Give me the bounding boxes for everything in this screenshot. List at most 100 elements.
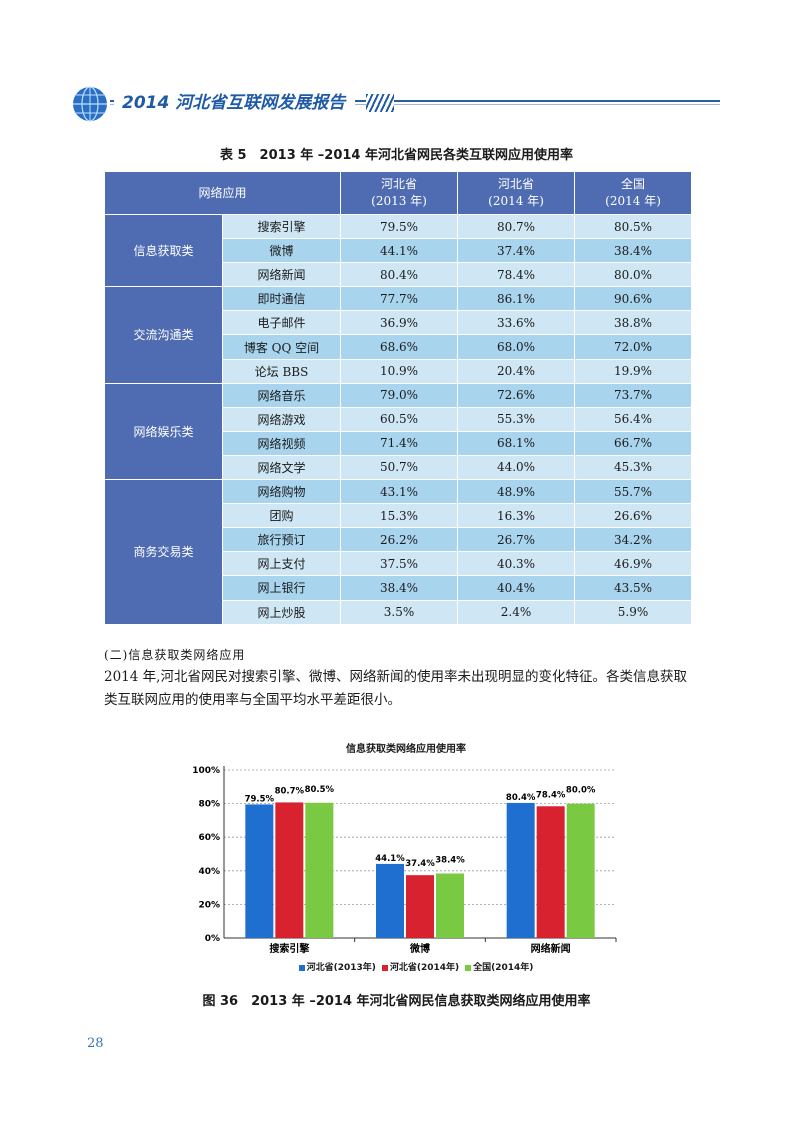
data-label: 80.7% [275,786,305,796]
category-cell: 信息获取类 [104,213,223,288]
header-hebei-2013: 河北省 (2013 年) [340,171,459,215]
bar [376,863,404,938]
table-row: 信息获取类 搜索引擎 79.5% 80.7% 80.5% [104,213,693,288]
report-title: 2014 河北省互联网发展报告 [114,90,356,116]
bar [436,873,464,938]
report-header: 2014 河北省互联网发展报告 [70,84,720,124]
hebei-2014-cell: 16.3% [457,503,576,529]
hebei-2013-cell: 3.5% [340,599,459,625]
hebei-2014-cell: 68.1% [457,430,576,456]
hebei-2014-cell: 44.0% [457,454,576,481]
usage-rate-table: 网络应用 河北省 (2013 年) 河北省 (2014 年) 全国 (2014 … [103,171,693,625]
national-2014-cell: 46.9% [574,551,693,577]
globe-icon [73,86,107,122]
national-2014-cell: 34.2% [574,527,693,553]
data-label: 78.4% [536,790,566,800]
header-rule [110,100,720,102]
y-tick-label: 40% [198,867,220,877]
hebei-2013-cell: 68.6% [340,334,459,360]
y-tick-label: 60% [198,833,220,843]
app-cell: 团购 [221,503,342,529]
national-2014-cell: 55.7% [574,479,693,505]
hebei-2014-cell: 72.6% [457,382,576,408]
data-label: 80.4% [506,793,536,803]
national-2014-cell: 38.4% [574,238,693,264]
table-row: 团购 15.3% 16.3% 26.6% [105,503,693,529]
legend-swatch [465,964,472,971]
table-caption: 表 5 2013 年 –2014 年河北省网民各类互联网应用使用率 [219,148,573,163]
hebei-2013-cell: 80.4% [340,262,459,288]
table-row: 网络文学 50.7% 44.0% 45.3% [105,454,693,481]
hebei-2014-cell: 2.4% [457,599,576,625]
national-2014-cell: 43.5% [574,575,693,601]
app-cell: 搜索引擎 [221,213,342,240]
chart-legend: 河北省(2013年) 河北省(2014年) 全国(2014年) [248,960,578,973]
page-number: 28 [87,1036,104,1051]
app-cell: 微博 [221,238,342,264]
header-stripes [366,94,394,112]
chart-title: 信息获取类网络应用使用率 [346,744,466,755]
header-hebei-2013-line1: 河北省 [381,177,418,191]
figure-caption: 图 36 2013 年 –2014 年河北省网民信息获取类网络应用使用率 [202,994,591,1009]
legend-label: 河北省(2013年) [306,963,376,973]
table-header-row: 网络应用 河北省 (2013 年) 河北省 (2014 年) 全国 (2014 … [103,171,693,215]
table-row: 商务交易类 网络购物 43.1% 48.9% 55.7% [104,479,693,625]
national-2014-cell: 80.0% [574,262,693,288]
table-row: 网络游戏 60.5% 55.3% 56.4% [105,406,693,432]
hebei-2013-cell: 60.5% [340,406,459,432]
national-2014-cell: 38.8% [574,310,693,336]
national-2014-cell: 90.6% [574,286,693,312]
category-cell: 网络娱乐类 [104,382,223,481]
y-tick-label: 80% [198,800,220,810]
data-label: 80.0% [566,786,596,796]
national-2014-cell: 73.7% [574,382,693,408]
x-tick-label: 搜索引擎 [269,942,309,955]
national-2014-cell: 19.9% [574,358,693,384]
app-cell: 网络视频 [221,430,342,456]
app-cell: 网络游戏 [221,406,342,432]
app-cell: 网络音乐 [221,382,342,408]
table-row: 网络视频 71.4% 68.1% 66.7% [105,430,693,456]
table-row: 交流沟通类 即时通信 77.7% 86.1% 90.6% [104,286,693,384]
app-cell: 旅行预订 [221,527,342,553]
table-row: 网上炒股 3.5% 2.4% 5.9% [105,599,693,625]
app-cell: 网上炒股 [221,599,342,625]
hebei-2013-cell: 26.2% [340,527,459,553]
hebei-2014-cell: 37.4% [457,238,576,264]
header-rule-thin [110,104,720,105]
y-tick-label: 20% [198,900,220,910]
hebei-2013-cell: 15.3% [340,503,459,529]
bar [245,804,274,938]
hebei-2014-cell: 68.0% [457,334,576,360]
legend-label: 河北省(2014年) [389,963,460,973]
header-national-2014: 全国 (2014 年) [574,171,693,215]
hebei-2014-cell: 55.3% [457,406,576,432]
table-row: 微博 44.1% 37.4% 38.4% [105,238,693,264]
x-tick-label: 网络新闻 [531,942,571,955]
national-2014-cell: 66.7% [574,430,693,456]
national-2014-cell: 5.9% [574,599,693,625]
y-tick-label: 100% [192,766,220,776]
category-cell: 交流沟通类 [104,286,223,384]
hebei-2013-cell: 44.1% [340,238,459,264]
app-cell: 网上支付 [221,551,342,577]
bar [536,806,565,938]
hebei-2014-cell: 40.3% [457,551,576,577]
x-tick-label: 微博 [409,942,430,955]
national-2014-cell: 45.3% [574,454,693,481]
app-cell: 论坛 BBS [221,358,342,384]
hebei-2014-cell: 40.4% [457,575,576,601]
data-label: 44.1% [375,854,405,864]
hebei-2013-cell: 10.9% [340,358,459,384]
legend-label: 全国(2014年) [473,963,534,973]
table-row: 论坛 BBS 10.9% 20.4% 19.9% [105,358,693,384]
hebei-2013-cell: 36.9% [340,310,459,336]
header-hebei-2014-line1: 河北省 [498,177,535,191]
national-2014-cell: 26.6% [574,503,693,529]
bar [406,875,434,938]
table-row: 网上支付 37.5% 40.3% 46.9% [105,551,693,577]
bar [506,802,535,938]
table-row: 网上银行 38.4% 40.4% 43.5% [105,575,693,601]
data-label: 37.4% [405,859,435,869]
hebei-2013-cell: 37.5% [340,551,459,577]
